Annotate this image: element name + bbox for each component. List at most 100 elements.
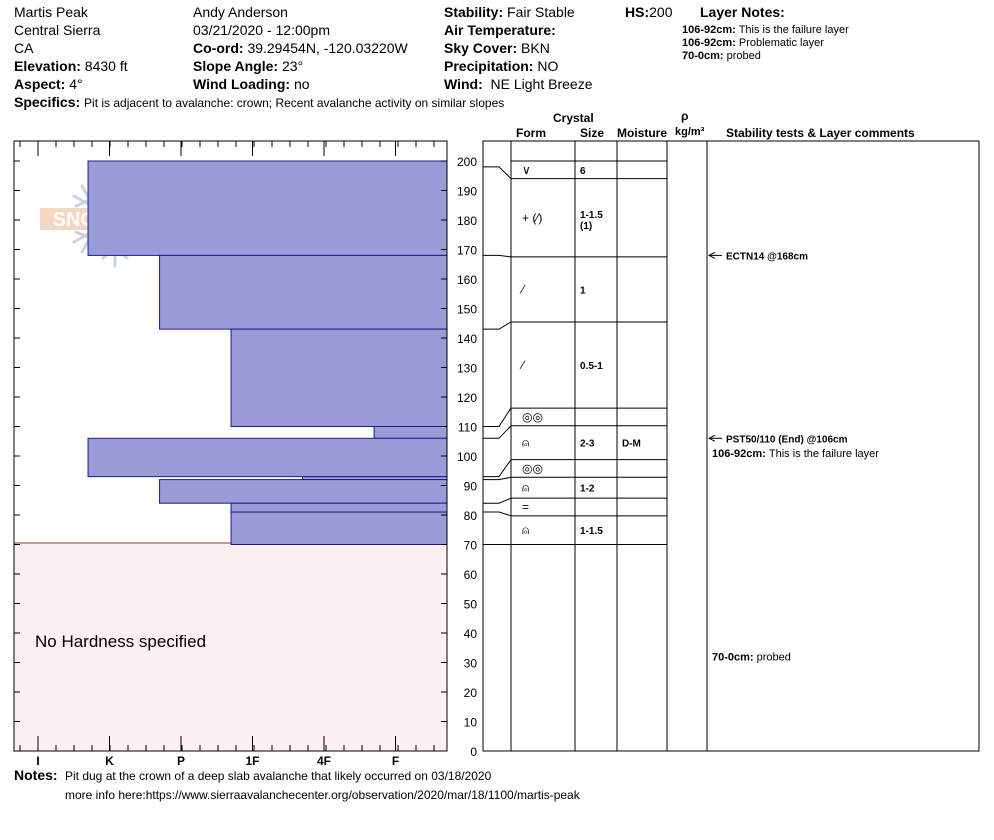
stability-test-label: ECTN14 @168cm (726, 251, 808, 262)
depth-label: 170 (457, 244, 477, 258)
layer-connector (483, 425, 512, 439)
crystal-size: 1 (580, 285, 586, 296)
hardness-bar (159, 254, 448, 330)
depth-label: 120 (457, 391, 477, 405)
depth-label: 100 (457, 450, 477, 464)
crystal-form: ⁄ (519, 282, 526, 296)
layer-connector (483, 511, 512, 517)
crystal-size-secondary: (1) (580, 221, 592, 232)
crystal-form: = (522, 500, 529, 514)
depth-label: 50 (464, 598, 478, 612)
state: CA (14, 40, 34, 56)
rho-header: ρ (681, 109, 689, 123)
precipitation: Precipitation: NO (444, 58, 559, 74)
layer-connector (483, 254, 512, 258)
stability-test-label: PST50/110 (End) @106cm (726, 434, 848, 445)
depth-label: 30 (464, 657, 478, 671)
crystal-size: 6 (580, 166, 586, 177)
layer-note-3: 70-0cm: probed (682, 50, 761, 62)
total-snow-height: HS:200 (625, 4, 673, 20)
stability-arrowhead (707, 434, 716, 442)
depth-label: 150 (457, 303, 477, 317)
coordinates: Co-ord: 39.29454N, -120.03220W (193, 40, 408, 56)
notes-line-2: more info here:https://www.sierraavalanc… (65, 788, 580, 802)
crystal-form: ∨ (522, 163, 531, 177)
observer: Andy Anderson (193, 4, 288, 20)
hardness-frame (13, 140, 448, 752)
stability: Stability: Fair Stable (444, 4, 575, 20)
layer-note-1: 106-92cm: This is the failure layer (682, 24, 849, 36)
air-temperature: Air Temperature: (444, 22, 556, 38)
notes-line-1: Pit dug at the crown of a deep slab aval… (65, 769, 492, 783)
notes-label: Notes: (14, 767, 58, 783)
hardness-bar (230, 328, 448, 427)
size-header: Size (580, 126, 605, 140)
crystal-form: ⍝ (522, 523, 529, 537)
moisture-header: Moisture (617, 126, 668, 140)
no-hardness-region (13, 542, 448, 752)
specifics: Specifics: Pit is adjacent to avalanche:… (14, 94, 505, 110)
hardness-bar (230, 502, 448, 513)
range: Central Sierra (14, 22, 101, 38)
stability-arrowhead (707, 251, 716, 259)
depth-label: 180 (457, 214, 477, 228)
depth-label: 60 (464, 568, 478, 582)
hardness-label: F (392, 754, 399, 768)
layer-comment: 70-0cm: probed (712, 652, 791, 664)
layer-connector (483, 497, 512, 504)
hardness-bar (87, 437, 448, 478)
depth-label: 190 (457, 185, 477, 199)
depth-label: 160 (457, 273, 477, 287)
crystal-size: 2-3 (580, 439, 595, 450)
crystal-form: ⍝ (522, 436, 529, 450)
depth-label: 110 (458, 421, 477, 435)
depth-label: 90 (464, 480, 478, 494)
stability-header: Stability tests & Layer comments (726, 126, 915, 140)
depth-label: 140 (457, 332, 477, 346)
hardness-bar (159, 479, 448, 504)
density-unit: kg/m³ (675, 126, 705, 138)
hardness-label: K (105, 754, 114, 768)
hardness-bar (373, 426, 448, 439)
crystal-form: ⁄ (519, 358, 526, 372)
sky-cover: Sky Cover: BKN (444, 40, 550, 56)
layer-connector (483, 459, 512, 478)
crystal-form: ◎◎ (522, 461, 543, 475)
depth-label: 20 (464, 686, 478, 700)
depth-label: 200 (457, 155, 477, 169)
depth-label: 0 (470, 745, 477, 759)
form-header: Form (516, 126, 546, 140)
wind-loading: Wind Loading: no (193, 76, 310, 92)
layer-connector (483, 166, 512, 180)
crystal-form: + (⁄) (522, 211, 542, 225)
layer-table-frame (482, 140, 980, 752)
no-hardness-label: No Hardness specified (35, 632, 206, 651)
layer-note-2: 106-92cm: Problematic layer (682, 37, 824, 49)
crystal-size: 1-1.5 (580, 526, 603, 537)
layer-comment: 106-92cm: This is the failure layer (712, 448, 879, 460)
hardness-label: I (36, 754, 39, 768)
hardness-bar (87, 160, 448, 256)
slope-angle: Slope Angle: 23° (193, 58, 304, 74)
hardness-label: 4F (317, 754, 331, 768)
depth-label: 130 (457, 362, 477, 376)
layer-connector (483, 321, 512, 330)
depth-label: 40 (464, 627, 478, 641)
datetime: 03/21/2020 - 12:00pm (193, 22, 330, 38)
crystal-form: ⍝ (522, 481, 529, 495)
crystal-form: ◎◎ (522, 410, 543, 424)
depth-label: 70 (464, 539, 478, 553)
aspect: Aspect: 4° (14, 76, 83, 92)
layer-connector (483, 407, 512, 427)
crystal-size: 0.5-1 (580, 361, 603, 372)
crystal-size: 1-1.5 (580, 210, 603, 221)
elevation: Elevation: 8430 ft (14, 58, 128, 74)
hardness-label: P (177, 754, 185, 768)
layer-connector (483, 476, 512, 481)
crystal-size: 1-2 (580, 484, 595, 495)
hardness-label: 1F (245, 754, 259, 768)
depth-label: 80 (464, 509, 478, 523)
layer-notes-title: Layer Notes: (700, 4, 785, 20)
moisture-value: D-M (622, 439, 641, 450)
